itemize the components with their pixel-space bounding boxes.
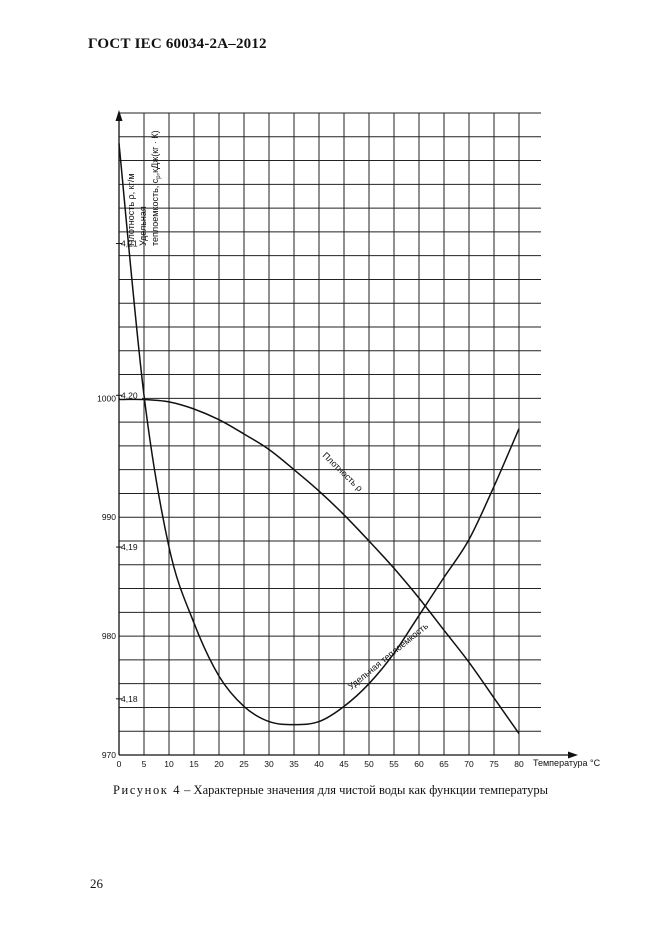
- x-tick-label: 75: [489, 759, 499, 769]
- y-left-tick-label: 1000: [97, 393, 116, 403]
- y-axis-right-label-main: теплоемкость, c: [150, 178, 160, 246]
- chart-labels: Температура °С Плотность ρ, кг/м Удельна…: [126, 130, 601, 768]
- page-number: 26: [90, 876, 103, 891]
- y-right-tick-label: 4,19: [121, 542, 138, 552]
- y-right-tick-bg: [120, 693, 142, 704]
- y-axis-labels-rotated: Плотность ρ, кг/м Удельная теплоемкость,…: [126, 130, 162, 246]
- y-left-tick-label: 970: [102, 750, 116, 760]
- x-tick-label: 65: [439, 759, 449, 769]
- y-axis-right-label-unit: ,кДж(кг · К): [150, 130, 160, 175]
- x-tick-label: 10: [164, 759, 174, 769]
- figure-caption-text: – Характерные значения для чистой воды к…: [181, 783, 549, 797]
- y-right-tick-bg: [120, 390, 142, 401]
- x-tick-label: 0: [117, 759, 122, 769]
- x-tick-label: 50: [364, 759, 374, 769]
- x-axis-arrow: [568, 751, 578, 759]
- figure-caption-lead: Рисунок 4: [112, 783, 182, 797]
- chart-series: [118, 143, 520, 735]
- x-tick-label: 60: [414, 759, 424, 769]
- y-right-tick-label: 4,18: [121, 694, 138, 704]
- y-right-tick-label: 4,20: [121, 390, 138, 400]
- y-axis-right-label-line2: теплоемкость, cp,кДж(кг · К): [150, 130, 162, 246]
- x-tick-label: 40: [314, 759, 324, 769]
- chart-ticks: 0 5 10 15 20 25 30 35 40 45 50 55 60 65 70 75 80 970 980 99…: [97, 238, 524, 769]
- y-left-tick-label: 980: [102, 631, 116, 641]
- x-tick-label: 5: [142, 759, 147, 769]
- x-tick-label: 55: [389, 759, 399, 769]
- x-axis-label: Температура °С: [533, 758, 601, 768]
- series-label-density: Плотность ρ: [321, 450, 365, 493]
- y-axis-arrow: [115, 110, 123, 121]
- y-axis-left-label: Плотность ρ, кг/м: [126, 173, 136, 246]
- figure-caption: Рисунок 4 – Характерные значения для чис…: [0, 783, 661, 798]
- series-line-heat-capacity: [118, 143, 520, 726]
- series-label-heat-capacity: Удельная теплоемкость: [346, 621, 430, 692]
- y-right-tick-label: 4,21: [121, 239, 138, 249]
- x-tick-label: 45: [339, 759, 349, 769]
- x-tick-label: 20: [214, 759, 224, 769]
- x-tick-label: 30: [264, 759, 274, 769]
- chart-grid: [119, 112, 541, 755]
- y-right-tick-bg: [120, 238, 142, 249]
- y-right-tick-bg: [120, 542, 142, 553]
- y-axis-right-label-sub: p: [156, 175, 162, 179]
- x-tick-label: 35: [289, 759, 299, 769]
- x-tick-label: 70: [464, 759, 474, 769]
- x-tick-label: 25: [239, 759, 249, 769]
- chart-axes: [115, 110, 578, 759]
- x-tick-label: 15: [189, 759, 199, 769]
- x-tick-label: 80: [514, 759, 524, 769]
- y-left-tick-label: 990: [102, 512, 116, 522]
- series-line-density: [118, 398, 520, 735]
- y-axis-right-label-line1: Удельная: [138, 206, 148, 246]
- document-header: ГОСТ IEC 60034-2A–2012: [88, 36, 267, 52]
